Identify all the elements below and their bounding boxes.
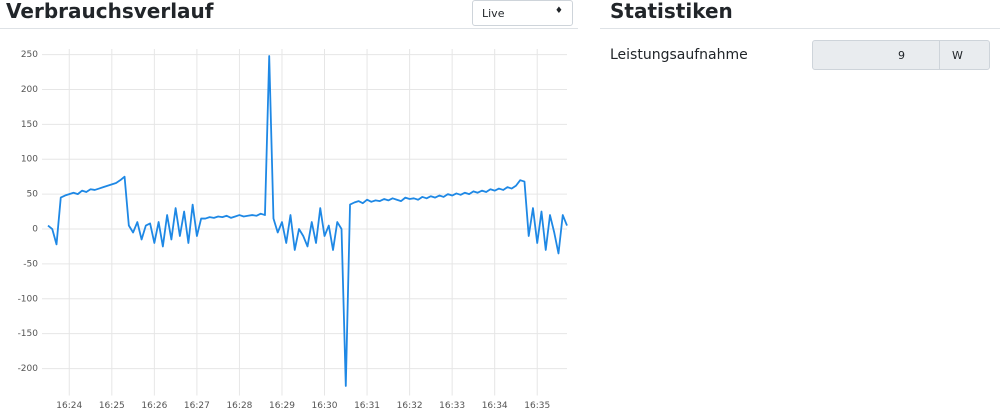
y-tick-label: -150: [18, 329, 39, 339]
x-tick-label: 16:32: [397, 401, 423, 411]
y-tick-label: 50: [27, 190, 39, 200]
stat-label: Leistungsaufnahme: [610, 47, 748, 63]
y-tick-label: 0: [32, 225, 38, 235]
x-tick-label: 16:29: [269, 401, 295, 411]
y-tick-label: -200: [18, 364, 39, 374]
chart: -200 -150 -100 -50 0 50 100 150 200 250 16:24 16:25…: [18, 49, 568, 411]
x-tick-label: 16:28: [226, 401, 252, 411]
series-line: [47, 55, 568, 387]
stats-heading: Statistiken: [610, 0, 733, 23]
range-select[interactable]: Live ♦: [472, 0, 573, 26]
select-caret: ♦: [554, 6, 563, 16]
x-tick-label: 16:34: [482, 401, 508, 411]
y-tick-label: 200: [21, 85, 38, 95]
x-tick-label: 16:25: [99, 401, 125, 411]
select-value: Live: [482, 7, 505, 20]
x-tick-label: 16:27: [184, 401, 210, 411]
x-tick-label: 16:24: [56, 401, 82, 411]
stat-value: 9: [812, 40, 940, 70]
y-tick-label: 150: [21, 120, 38, 130]
divider: [0, 28, 578, 29]
x-tick-label: 16:31: [354, 401, 380, 411]
chart-heading: Verbrauchsverlauf: [6, 0, 214, 23]
y-tick-label: -50: [23, 259, 38, 269]
y-tick-label: 100: [21, 155, 38, 165]
y-tick-label: 250: [21, 50, 38, 60]
x-tick-label: 16:30: [312, 401, 338, 411]
y-tick-label: -100: [18, 294, 39, 304]
x-tick-label: 16:26: [141, 401, 167, 411]
divider: [600, 28, 1000, 29]
stat-unit: W: [939, 40, 990, 70]
x-tick-label: 16:33: [439, 401, 465, 411]
x-tick-label: 16:35: [524, 401, 550, 411]
